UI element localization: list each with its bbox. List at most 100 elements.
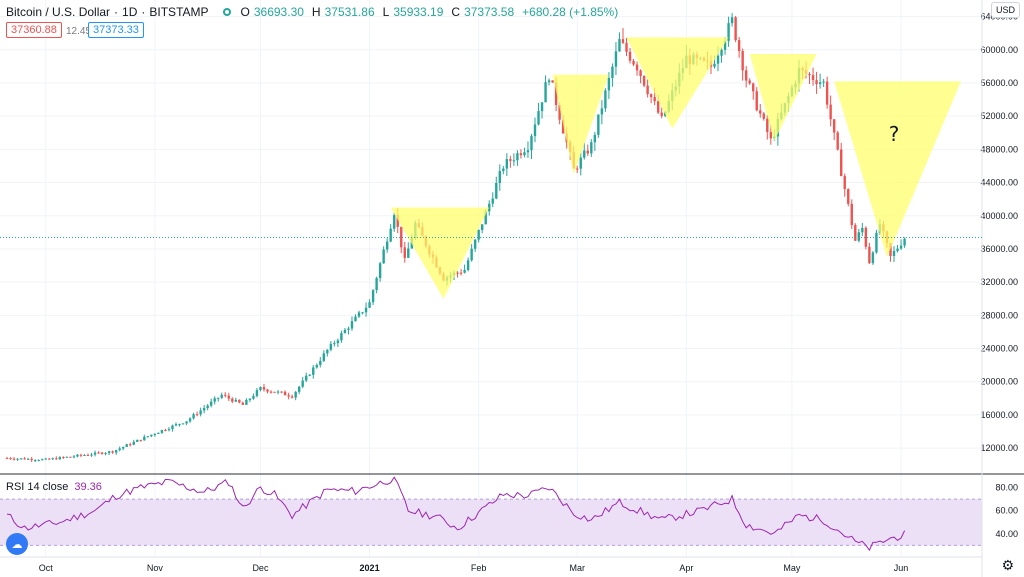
candle-body: [769, 132, 773, 139]
candle-body: [86, 455, 90, 457]
candle-body: [227, 395, 230, 399]
candle-body: [350, 321, 354, 329]
candle-body: [266, 389, 269, 392]
tradingview-logo-icon[interactable]: ☁: [6, 533, 28, 555]
candle-body: [822, 81, 825, 83]
candle-body: [526, 150, 530, 153]
candle-body: [195, 414, 199, 416]
candle-body: [220, 394, 223, 398]
candle-body: [326, 349, 329, 354]
candle-body: [224, 394, 227, 396]
x-tick-label: Feb: [471, 563, 487, 573]
candle-body: [818, 82, 822, 85]
candle-body: [129, 444, 132, 446]
x-tick-label: Apr: [679, 563, 693, 573]
candle-body: [297, 386, 301, 392]
candle-body: [329, 343, 333, 350]
candle-body: [305, 375, 308, 381]
candle-body: [143, 436, 146, 441]
candle-body: [734, 17, 737, 41]
pattern-triangles[interactable]: [390, 37, 961, 299]
candle-body: [579, 157, 582, 169]
question-mark-annotation[interactable]: ?: [889, 122, 900, 146]
candle-body: [632, 60, 635, 65]
candle-body: [185, 421, 188, 424]
candle-body: [737, 40, 741, 52]
candle-body: [843, 176, 846, 190]
candle-body: [516, 153, 519, 161]
rsi-label[interactable]: RSI 14 close: [6, 481, 69, 493]
candle-body: [160, 430, 164, 433]
candle-body: [491, 198, 494, 204]
candle-body: [808, 74, 811, 76]
candle-body: [403, 247, 406, 258]
candle-body: [234, 399, 238, 402]
candle-body: [744, 70, 748, 81]
candle-body: [16, 458, 19, 460]
interval-separator: ·: [141, 5, 146, 19]
candle-body: [245, 399, 248, 405]
candle-body: [290, 396, 294, 398]
candle-body: [576, 168, 579, 170]
y-tick-label: 48000.00: [980, 144, 1018, 154]
exchange-label: BITSTAMP: [149, 5, 209, 19]
currency-button[interactable]: USD: [990, 2, 1020, 18]
candle-body: [400, 226, 403, 248]
candle-body: [132, 441, 135, 445]
interval-label[interactable]: 1D: [122, 5, 138, 19]
candle-body: [523, 152, 526, 156]
settings-gear-icon[interactable]: ⚙: [1001, 557, 1014, 573]
candle-body: [590, 142, 593, 154]
grid-layer: [0, 0, 982, 557]
candle-body: [93, 452, 97, 455]
rsi-line-layer: [6, 476, 906, 552]
candle-body: [41, 459, 44, 461]
candle-body: [748, 80, 751, 84]
pattern-triangle[interactable]: [390, 207, 490, 299]
candle-body: [255, 390, 259, 397]
candle-body: [26, 458, 30, 460]
pattern-triangle[interactable]: [749, 53, 817, 142]
market-status-icon[interactable]: [222, 8, 231, 16]
candle-body: [347, 328, 350, 330]
pattern-triangle[interactable]: [834, 81, 961, 258]
candle-body: [114, 450, 118, 453]
candle-body: [19, 458, 23, 460]
candle-body: [519, 153, 523, 156]
candle-body: [371, 290, 375, 303]
symbol-name[interactable]: Bitcoin / U.S. Dollar: [6, 5, 111, 19]
candle-body: [861, 227, 864, 233]
candle-body: [153, 433, 157, 435]
candle-body: [642, 75, 646, 86]
candle-body: [368, 302, 371, 308]
candle-body: [755, 91, 758, 111]
candle-body: [209, 401, 213, 406]
candle-body: [48, 458, 51, 460]
y-tick-label: 32000.00: [980, 277, 1018, 287]
y-tick-label: 40000.00: [980, 211, 1018, 221]
y-tick-label: 24000.00: [980, 344, 1018, 354]
high-key: H: [311, 5, 321, 19]
candle-body: [276, 391, 280, 393]
candle-body: [470, 248, 473, 261]
ask-price-box[interactable]: 37373.33: [88, 22, 144, 38]
candle-body: [104, 452, 107, 454]
candle-body: [850, 203, 853, 226]
candle-body: [533, 124, 537, 137]
candle-body: [488, 203, 491, 212]
candle-body: [720, 49, 723, 56]
bid-price-box[interactable]: 37360.88: [6, 22, 62, 38]
candle-body: [231, 398, 234, 402]
pattern-triangle[interactable]: [552, 74, 609, 175]
candle-body: [125, 444, 128, 447]
candle-body: [558, 104, 561, 120]
candle-body: [653, 97, 656, 102]
candle-body: [540, 102, 544, 112]
candle-body: [892, 250, 896, 256]
candle-body: [118, 448, 121, 451]
candle-body: [825, 81, 829, 105]
y-tick-label: 12000.00: [980, 443, 1018, 453]
interval-separator: ·: [114, 5, 119, 19]
pattern-triangle[interactable]: [626, 37, 729, 129]
